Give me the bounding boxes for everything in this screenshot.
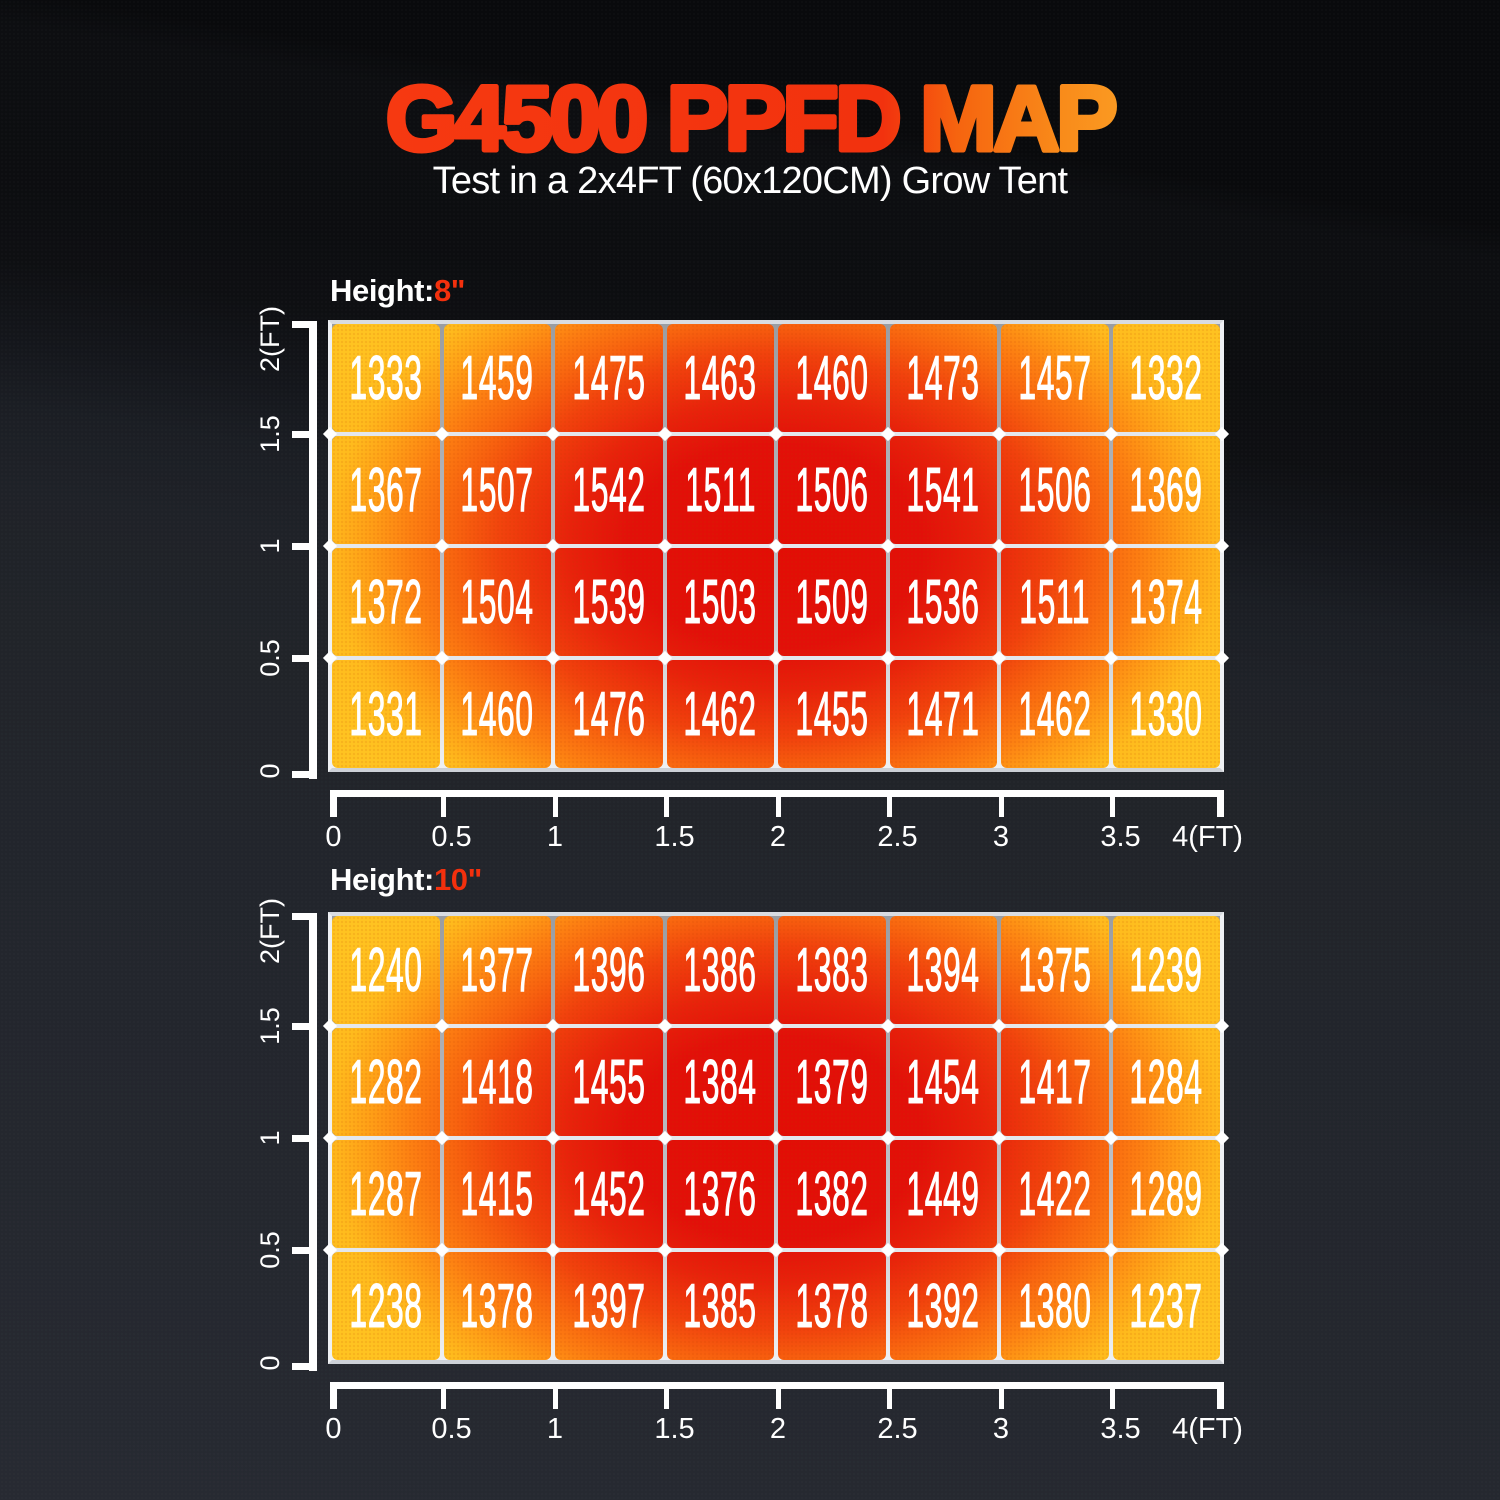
svg-text:G4500 PPFD MAP: G4500 PPFD MAP [386,68,1115,170]
